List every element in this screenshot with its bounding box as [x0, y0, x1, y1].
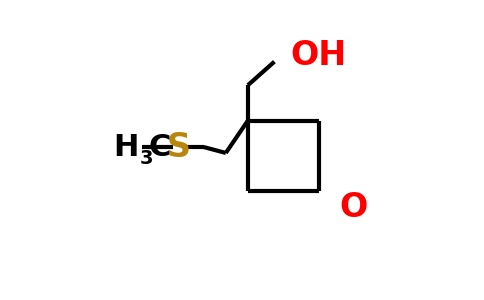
Text: S: S [166, 130, 191, 164]
Text: 3: 3 [139, 149, 153, 168]
Text: H: H [114, 133, 139, 162]
Text: O: O [339, 191, 367, 224]
Text: C: C [149, 133, 171, 162]
Text: OH: OH [290, 39, 347, 72]
